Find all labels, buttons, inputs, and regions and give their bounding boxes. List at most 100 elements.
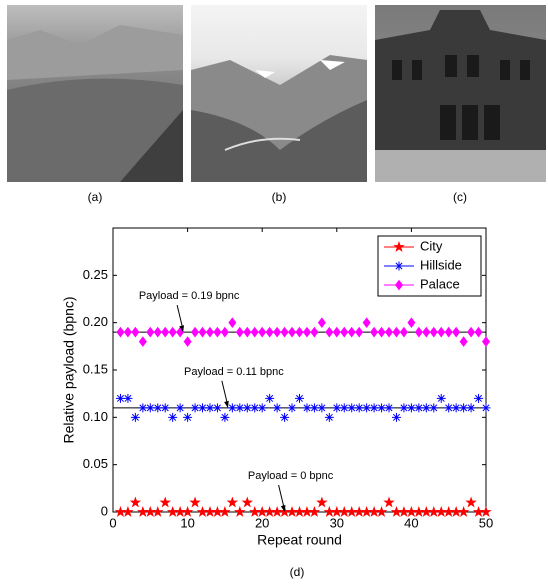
- data-point: [362, 403, 372, 413]
- data-point: [160, 403, 170, 413]
- legend-label: Hillside: [420, 257, 462, 272]
- y-tick-label: 0.10: [83, 409, 108, 424]
- figure-caption: (c): [453, 190, 467, 204]
- data-point: [377, 403, 387, 413]
- data-point: [308, 505, 321, 517]
- data-point: [183, 412, 193, 422]
- data-point: [482, 336, 490, 347]
- data-point: [145, 403, 155, 413]
- annotation-arrowhead: [179, 325, 185, 333]
- data-point: [234, 505, 246, 517]
- data-point: [354, 403, 364, 413]
- data-point: [451, 403, 461, 413]
- photo-palace: [375, 5, 546, 182]
- data-point: [310, 326, 319, 338]
- data-point: [459, 403, 469, 413]
- data-point: [383, 496, 395, 508]
- data-point: [241, 496, 254, 508]
- data-point: [235, 403, 245, 413]
- y-axis-label: Relative payload (bpnc): [61, 296, 77, 443]
- data-point: [191, 326, 200, 338]
- data-point: [161, 326, 170, 338]
- data-point: [122, 505, 134, 517]
- figure-caption: (a): [88, 190, 103, 204]
- data-point: [429, 403, 439, 413]
- data-point: [205, 403, 215, 413]
- data-point: [138, 403, 148, 413]
- data-point: [159, 496, 171, 508]
- data-point: [414, 326, 423, 338]
- data-point: [444, 403, 454, 413]
- y-tick-label: 0.15: [83, 361, 108, 376]
- x-tick-label: 40: [404, 515, 418, 530]
- data-point: [250, 326, 259, 338]
- data-point: [316, 496, 328, 508]
- data-point: [235, 326, 244, 338]
- data-point: [146, 326, 155, 338]
- data-point: [228, 317, 237, 329]
- data-point: [265, 393, 275, 403]
- data-point: [168, 412, 178, 422]
- x-tick-label: 20: [255, 515, 269, 530]
- data-point: [481, 403, 491, 413]
- data-point: [280, 412, 290, 422]
- data-point: [467, 326, 476, 338]
- annotation-arrowhead: [280, 505, 286, 512]
- data-point: [457, 505, 470, 517]
- data-point: [302, 403, 312, 413]
- data-point: [480, 505, 492, 517]
- data-point: [288, 326, 297, 338]
- data-point: [243, 326, 252, 338]
- data-point: [295, 326, 304, 338]
- data-point: [287, 403, 297, 413]
- data-point: [273, 326, 282, 338]
- data-point: [317, 317, 326, 329]
- data-point: [399, 326, 408, 338]
- data-point: [212, 403, 222, 413]
- data-point: [219, 505, 231, 517]
- data-point: [168, 326, 177, 338]
- y-tick-label: 0.05: [83, 456, 108, 471]
- data-point: [375, 505, 388, 517]
- data-point: [347, 403, 357, 413]
- legend-marker: [394, 261, 404, 271]
- data-point: [370, 326, 379, 338]
- annotation: Payload = 0.11 bpnc: [184, 366, 284, 378]
- legend-label: Palace: [420, 276, 460, 291]
- photo-hillside: [191, 5, 367, 182]
- data-point: [198, 403, 208, 413]
- data-point: [406, 403, 416, 413]
- data-point: [339, 403, 349, 413]
- legend-marker: [393, 240, 405, 252]
- data-point: [189, 496, 201, 508]
- data-point: [309, 403, 319, 413]
- data-point: [474, 326, 483, 338]
- data-point: [465, 496, 477, 508]
- y-tick-label: 0.20: [83, 314, 108, 329]
- data-point: [272, 403, 282, 413]
- data-point: [377, 326, 386, 338]
- data-point: [250, 403, 260, 413]
- data-point: [115, 393, 125, 403]
- data-point: [325, 326, 334, 338]
- data-point: [227, 403, 237, 413]
- data-point: [138, 336, 147, 347]
- data-point: [123, 393, 133, 403]
- x-tick-label: 10: [180, 515, 194, 530]
- data-point: [131, 326, 140, 338]
- data-point: [258, 326, 267, 338]
- x-axis-label: Repeat round: [257, 532, 342, 548]
- data-point: [459, 336, 468, 347]
- data-point: [452, 326, 461, 338]
- data-point: [220, 412, 230, 422]
- data-point: [437, 326, 446, 338]
- data-point: [474, 393, 484, 403]
- x-tick-label: 50: [479, 515, 493, 530]
- legend-label: City: [420, 238, 443, 253]
- data-point: [436, 393, 446, 403]
- figure-caption: (d): [290, 565, 305, 579]
- data-point: [116, 326, 125, 338]
- data-point: [421, 403, 431, 413]
- data-point: [384, 403, 394, 413]
- data-point: [324, 412, 334, 422]
